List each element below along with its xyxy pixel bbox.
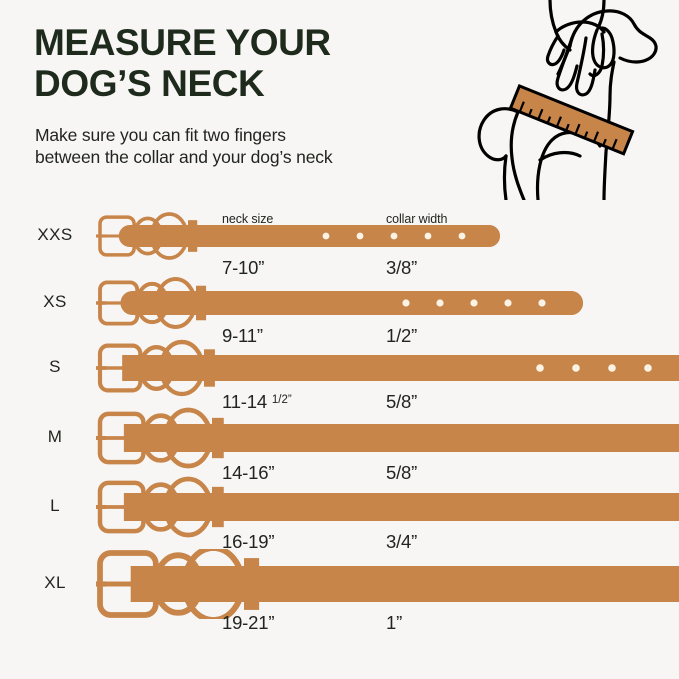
column-header-neck-size: neck size (222, 212, 274, 226)
collar-graphic-xl (96, 549, 679, 619)
collar-graphic-l (96, 476, 679, 538)
page-subtitle: Make sure you can fit two fingers betwee… (35, 125, 333, 168)
neck-size-value-l: 16-19” (222, 531, 275, 552)
size-label-l: L (50, 496, 60, 515)
column-header-collar-width: collar width (386, 212, 448, 226)
neck-size-fraction: 1/2” (271, 394, 292, 406)
collar-width-value-xs: 1/2” (386, 325, 418, 346)
collar-width-value-m: 5/8” (386, 462, 418, 483)
size-label-s: S (49, 357, 61, 376)
collar-width-value-s: 5/8” (386, 391, 418, 412)
neck-size-value-xl: 19-21” (222, 612, 275, 633)
collar-graphic-s (96, 338, 679, 398)
neck-size-value-s: 11-14 1/2” (222, 391, 292, 412)
neck-size-value-xxs: 7-10” (222, 257, 265, 278)
neck-size-value-xs: 9-11” (222, 325, 263, 346)
size-label-xxs: XXS (37, 225, 73, 244)
hand-measuring-dog-illustration (462, 0, 679, 202)
size-label-m: M (47, 427, 63, 446)
collar-graphic-xs (96, 274, 583, 332)
collar-width-value-xl: 1” (386, 612, 403, 633)
collar-width-value-l: 3/4” (386, 531, 418, 552)
size-label-xs: XS (43, 292, 67, 311)
size-label-xl: XL (44, 573, 66, 592)
neck-size-value-m: 14-16” (222, 462, 275, 483)
collar-graphic-xxs (96, 208, 500, 264)
page-title: MEASURE YOUR DOG’S NECK (34, 22, 331, 105)
collar-width-value-xxs: 3/8” (386, 257, 418, 278)
collar-graphic-m (96, 407, 679, 469)
